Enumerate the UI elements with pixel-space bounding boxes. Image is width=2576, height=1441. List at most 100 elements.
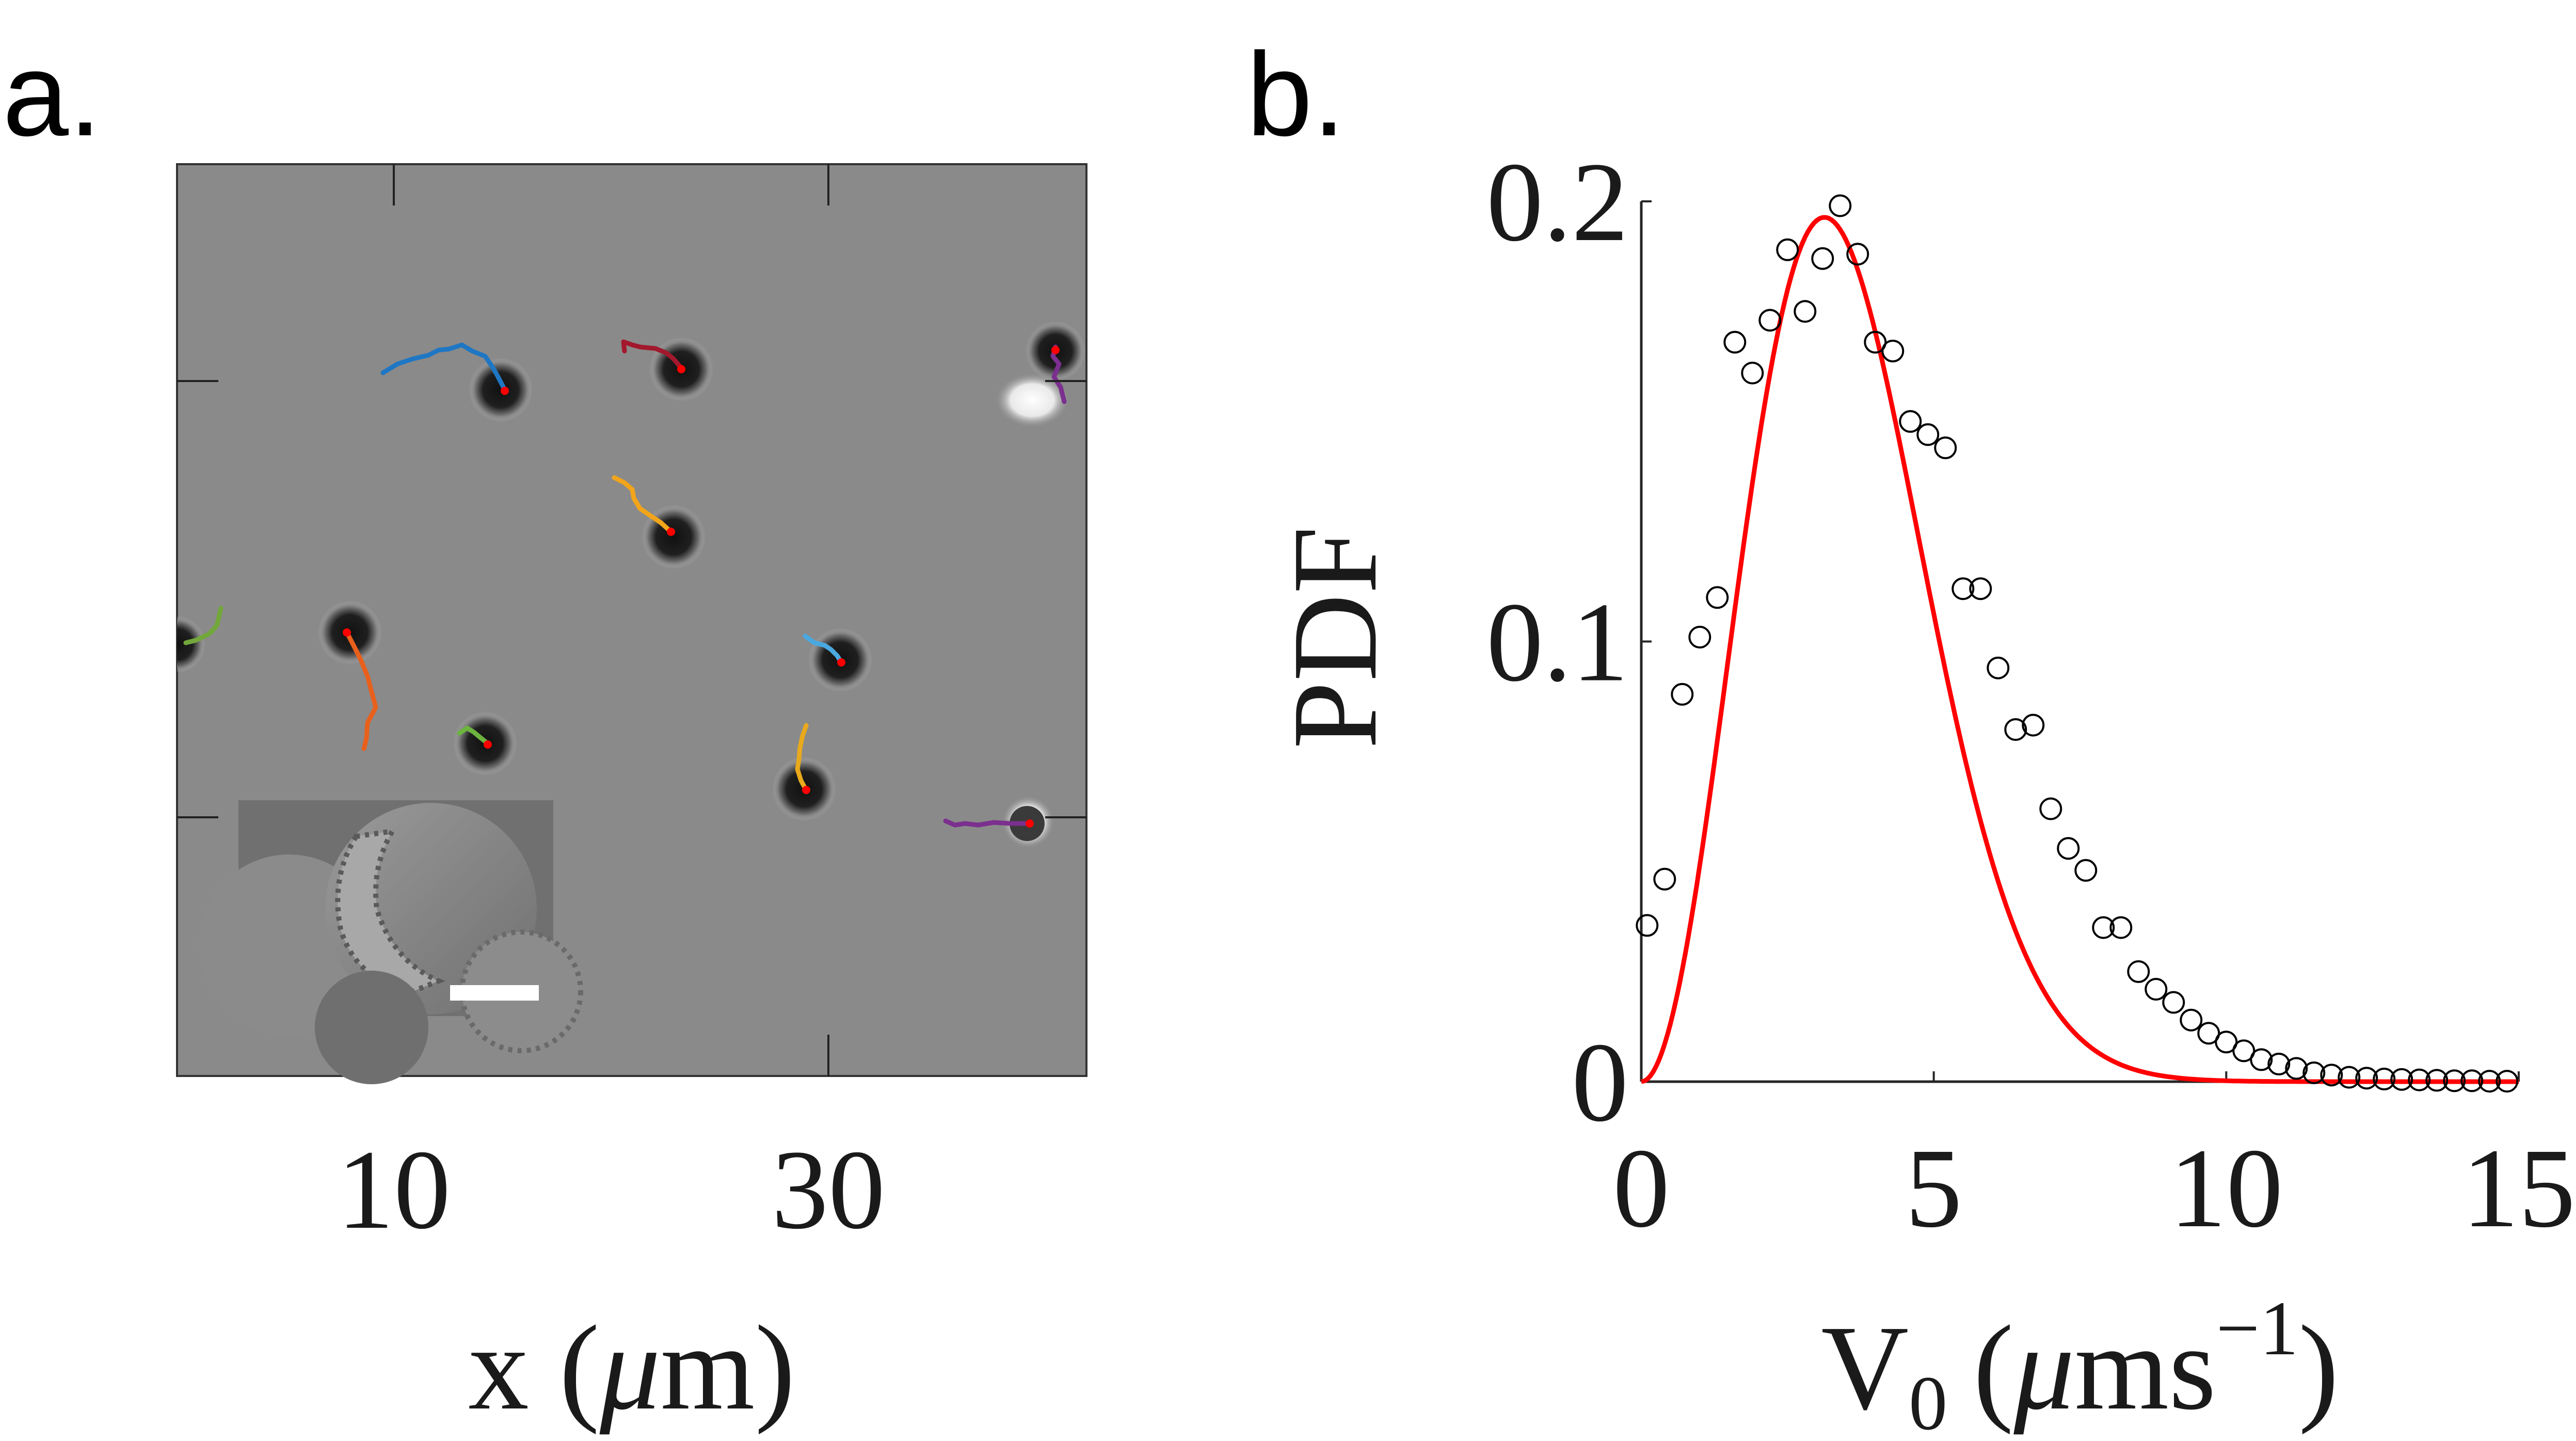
y-tick-label: 0 — [1572, 1019, 1628, 1145]
data-point — [2109, 916, 2133, 939]
data-point — [2355, 1067, 2378, 1090]
particle-dot — [677, 365, 685, 373]
data-point — [1636, 914, 1659, 937]
data-point — [1811, 247, 1834, 270]
data-point — [1758, 309, 1782, 332]
sem-cap — [335, 828, 445, 994]
particle-dot — [802, 786, 810, 794]
trajectory — [380, 342, 507, 392]
particle-dots — [343, 346, 1060, 828]
x-axis-label-mu: μ — [2013, 1301, 2074, 1435]
data-point — [2145, 978, 2168, 1001]
data-point — [2022, 714, 2045, 737]
particle — [469, 358, 533, 422]
y-tick-label: 0.1 — [1486, 579, 1628, 705]
trajectory — [621, 339, 684, 371]
x-axis-label: V0 (μms−1) — [1821, 1286, 2339, 1441]
scale-bar — [450, 985, 539, 1001]
data-point — [1688, 626, 1711, 648]
data-point — [2180, 1008, 2203, 1032]
data-point — [2443, 1069, 2466, 1092]
y-axis-label: PDF — [1268, 526, 1402, 749]
data-point — [1741, 361, 1764, 385]
data-point — [2408, 1068, 2431, 1091]
trajectory — [803, 634, 844, 665]
data-point — [2162, 991, 2185, 1014]
data-point — [1899, 410, 1922, 433]
data-markers — [1636, 194, 2519, 1093]
trajectory — [612, 475, 674, 534]
x-tick-label: 0 — [1613, 1125, 1670, 1251]
micrograph-x-axis-label: x (μm) — [468, 1301, 795, 1435]
data-point — [1846, 243, 1869, 266]
y-ticks: 0 0.1 0.2 — [1486, 139, 1652, 1145]
data-point — [2057, 837, 2080, 860]
data-point — [2092, 916, 2115, 939]
data-point — [1881, 339, 1905, 362]
data-point — [1653, 867, 1676, 891]
y-tick-label: 0.2 — [1486, 139, 1628, 265]
trajectory-group — [183, 339, 1067, 828]
data-point — [2039, 797, 2062, 820]
particle-dot — [484, 740, 492, 749]
data-point — [1723, 330, 1747, 354]
data-point — [2390, 1068, 2413, 1091]
trajectory — [183, 606, 223, 645]
trajectory — [1050, 344, 1067, 404]
micrograph-x-axis: 10 30 x (μm) — [337, 1127, 885, 1435]
micrograph-x-axis-label-end: m) — [661, 1301, 795, 1435]
data-point — [2197, 1022, 2220, 1045]
panel-b-letter: b. — [1246, 28, 1346, 161]
micrograph-x-tick-label: 30 — [772, 1127, 885, 1253]
data-point — [1706, 586, 1729, 609]
data-point — [2267, 1052, 2291, 1075]
data-point — [2320, 1064, 2343, 1087]
data-point — [1916, 423, 1940, 446]
data-point — [2478, 1070, 2501, 1093]
data-point — [2250, 1048, 2273, 1071]
particle-dot — [501, 387, 509, 395]
data-point — [1794, 300, 1817, 323]
data-point — [2373, 1067, 2396, 1090]
x-axis-label-sup: −1 — [2216, 1286, 2299, 1371]
particle-dot — [1051, 346, 1060, 354]
data-point — [2425, 1069, 2449, 1092]
x-axis-label-sub: 0 — [1909, 1360, 1947, 1441]
sem-sphere-bottom — [315, 971, 428, 1084]
micrograph-x-axis-label-mu: μ — [599, 1301, 661, 1435]
micrograph-x-axis-label-main: x ( — [468, 1301, 600, 1435]
data-point — [1969, 577, 1992, 600]
x-tick-label: 15 — [2462, 1125, 2575, 1251]
trajectory — [457, 725, 490, 746]
data-point — [2495, 1070, 2519, 1093]
particle-dot — [667, 528, 675, 536]
trajectory — [795, 723, 809, 793]
data-point — [2302, 1061, 2326, 1084]
x-axis-label-open: ( — [1973, 1301, 2013, 1435]
data-point — [2215, 1031, 2238, 1054]
micrograph-x-tick-label: 10 — [337, 1127, 451, 1253]
fit-curve — [1641, 215, 2519, 1084]
data-point — [1951, 577, 1975, 600]
x-axis-label-v: V — [1821, 1301, 1909, 1435]
data-point — [2127, 960, 2150, 983]
trajectory — [943, 818, 1032, 828]
pdf-chart: 00.10.2 0 5 10 15 PDF V0 (μms−1) — [1268, 139, 2575, 1441]
data-point — [2338, 1066, 2361, 1089]
data-point — [1864, 330, 1887, 354]
x-tick-label: 5 — [1906, 1125, 1962, 1251]
data-point — [1671, 683, 1694, 706]
particle-dot — [1026, 819, 1034, 828]
x-ticks: 0 5 10 15 — [1613, 1071, 2575, 1251]
data-point — [1776, 238, 1799, 261]
data-point — [2232, 1039, 2255, 1063]
data-point — [2285, 1057, 2308, 1080]
particle-dot — [343, 628, 351, 637]
x-tick-label: 10 — [2169, 1125, 2283, 1251]
data-point — [1934, 436, 1957, 460]
data-point — [2004, 718, 2027, 741]
x-axis-label-unit: ms — [2074, 1301, 2216, 1435]
bright-spot — [996, 373, 1068, 427]
data-point — [1987, 656, 2010, 679]
